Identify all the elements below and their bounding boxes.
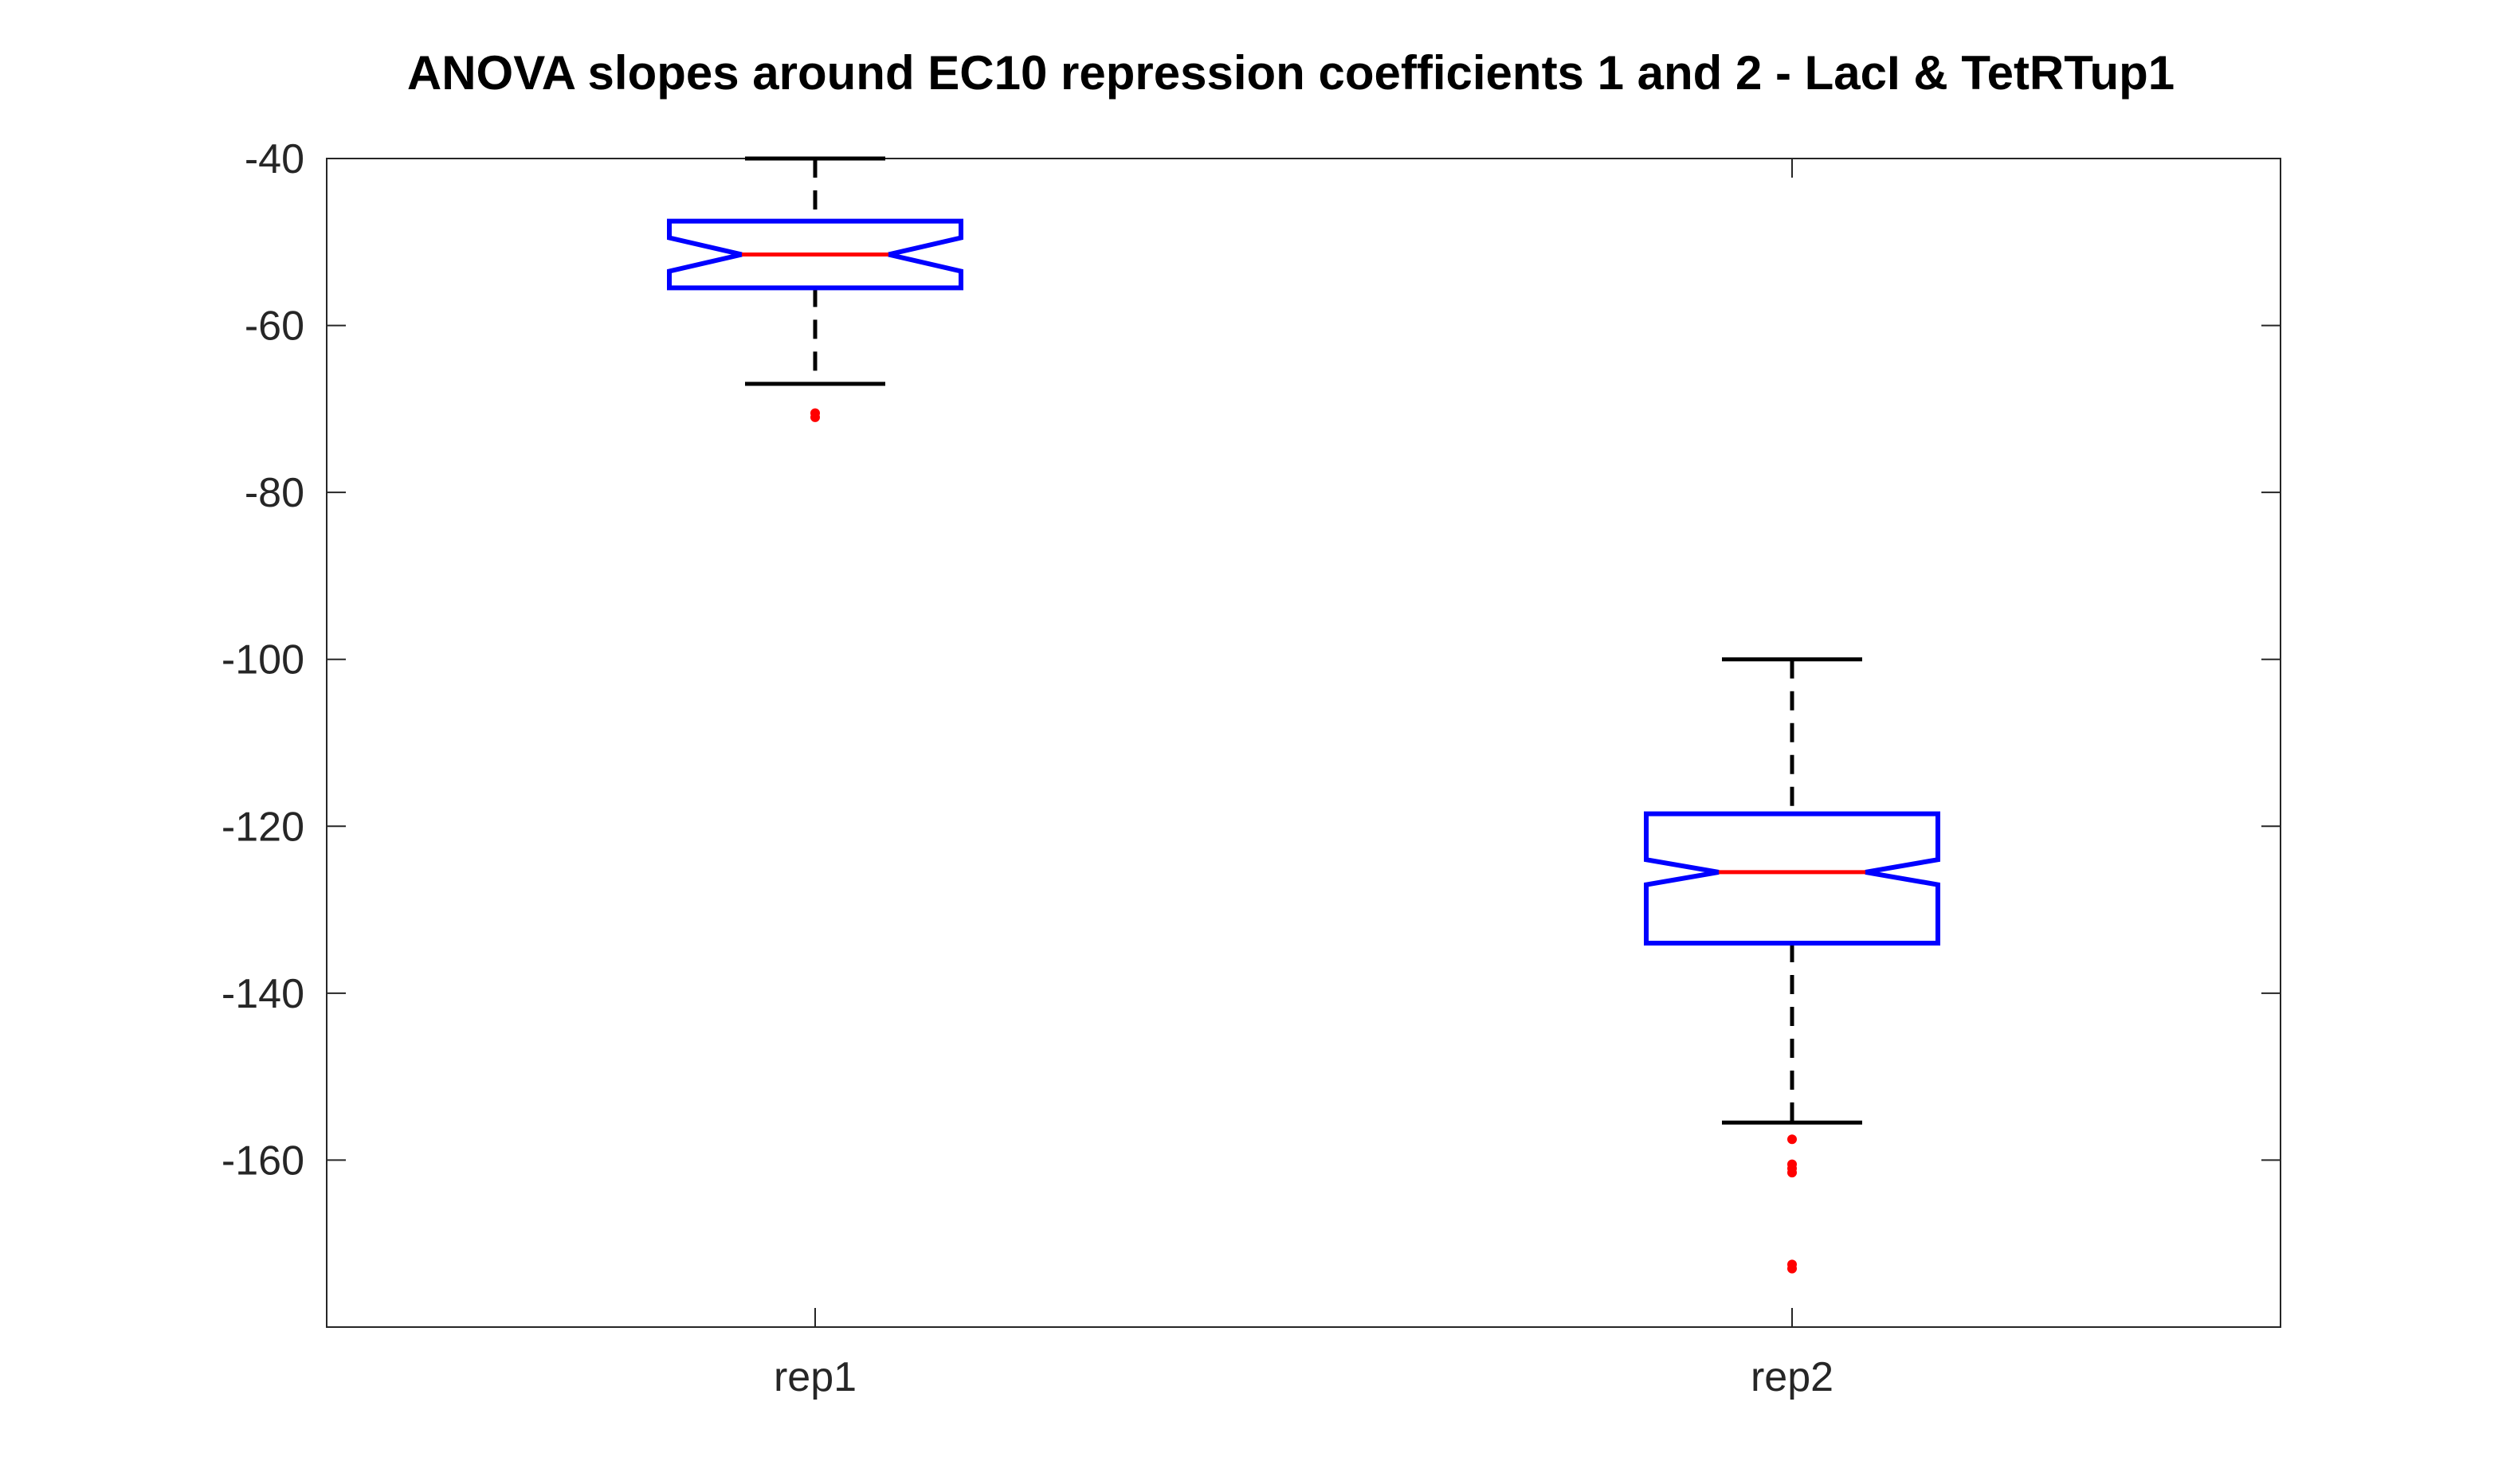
axes-frame: [326, 158, 2281, 1328]
chart-title: ANOVA slopes around EC10 repression coef…: [407, 46, 2175, 100]
outlier-point: [1787, 1168, 1797, 1178]
outlier-point: [810, 412, 820, 422]
notched-box: [1644, 811, 1940, 946]
y-tick-label: -140: [222, 971, 304, 1017]
y-tick-label: -100: [222, 637, 304, 683]
y-tick-label: -160: [222, 1137, 304, 1184]
outlier-point: [1787, 1263, 1797, 1274]
notched-box: [667, 218, 963, 291]
y-tick-label: -80: [245, 470, 304, 516]
plot-area: -40 -60 -80 -100 -120 -140 -160 rep1 rep2: [222, 136, 2281, 1400]
y-tick-label: -120: [222, 804, 304, 850]
outlier-point: [1787, 1134, 1797, 1145]
y-tick-label: -60: [245, 303, 304, 350]
x-tick-label: rep1: [774, 1354, 857, 1400]
x-tick-label: rep2: [1751, 1354, 1833, 1400]
y-tick-label: -40: [245, 136, 304, 182]
